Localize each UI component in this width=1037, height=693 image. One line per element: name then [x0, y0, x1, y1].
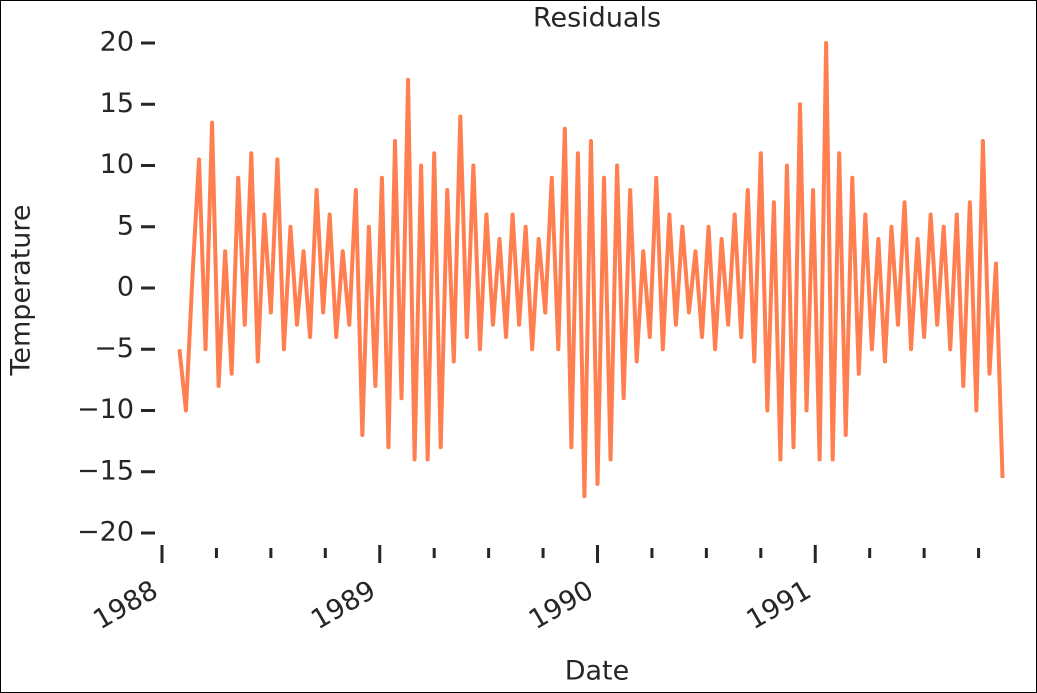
y-tick-label: −15	[77, 455, 134, 486]
x-axis-label: Date	[565, 656, 630, 687]
y-tick-label: 15	[100, 88, 134, 119]
y-tick-label: 10	[100, 149, 134, 180]
y-tick-label: 0	[117, 272, 134, 303]
y-tick-label: 5	[117, 210, 134, 241]
y-tick-label: −10	[77, 394, 134, 425]
y-tick-label: 20	[100, 27, 134, 58]
chart-title: Residuals	[533, 3, 661, 34]
y-tick-label: −5	[94, 333, 134, 364]
y-tick-label: −20	[77, 517, 134, 548]
residual-line	[177, 41, 1005, 499]
y-axis-label: Temperature	[6, 204, 37, 376]
